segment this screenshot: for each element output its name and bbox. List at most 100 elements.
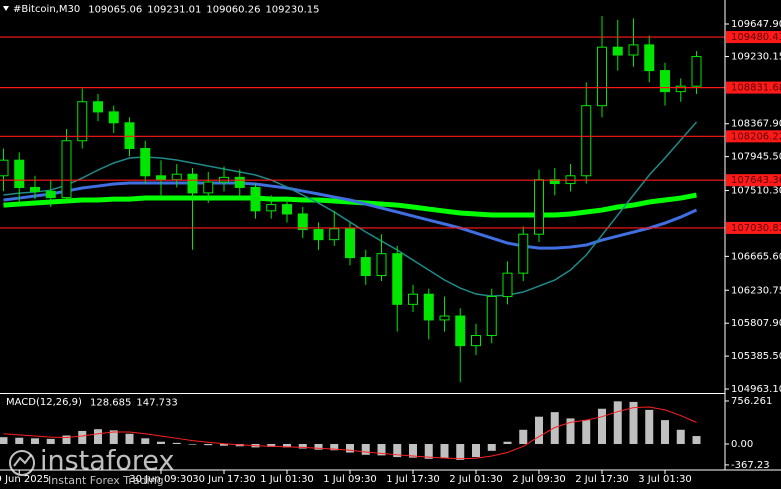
- macd-bar: [78, 430, 87, 445]
- candle-body: [171, 173, 182, 181]
- macd-bar: [109, 430, 118, 445]
- candle-body: [392, 253, 403, 305]
- candle-body: [203, 181, 214, 194]
- macd-bar: [62, 435, 71, 445]
- x-tick-label: 1 Jul 17:30: [386, 474, 440, 485]
- level-label-box: [726, 221, 781, 234]
- x-tick-label: 1 Jul 01:30: [260, 474, 314, 485]
- candle-body: [140, 148, 151, 177]
- candle-body: [45, 190, 56, 199]
- candle-body: [518, 233, 529, 274]
- candle-body: [313, 229, 324, 241]
- level-label: 107030.82: [731, 223, 781, 234]
- level-label: 107643.36: [731, 175, 781, 186]
- candle-body: [187, 173, 198, 194]
- header-value: 109065.06: [88, 5, 142, 16]
- candle-body: [612, 46, 623, 56]
- macd-bar: [298, 444, 307, 449]
- x-tick-label: 2 Jul 09:30: [512, 474, 566, 485]
- macd-bar: [188, 444, 197, 445]
- moving-average: [3, 192, 697, 218]
- x-tick-label: 3 Jul 01:30: [638, 474, 692, 485]
- candle-body: [597, 46, 607, 107]
- y-tick-label: 106230.75: [731, 285, 781, 296]
- candle-body: [0, 159, 9, 177]
- candle-body: [628, 44, 639, 56]
- macd-bar: [424, 444, 433, 459]
- symbol-label: #Bitcoin,M30: [13, 4, 80, 15]
- candle-body: [77, 101, 88, 142]
- candle-body: [329, 228, 340, 241]
- x-tick-label: 29 Jun 2025: [0, 474, 49, 485]
- macd-bar: [598, 408, 606, 445]
- macd-bar: [629, 401, 638, 445]
- macd-bar: [141, 438, 150, 445]
- header-value: 147.733: [136, 398, 177, 409]
- y-tick-label: 109647.90: [731, 19, 781, 30]
- moving-average: [3, 121, 698, 297]
- watermark-brand: instaforex: [40, 446, 174, 477]
- candle-body: [345, 228, 355, 259]
- x-tick-label: 2 Jul 01:30: [449, 474, 503, 485]
- y-tick-label: 107945.50: [731, 152, 781, 163]
- plot-area: [0, 16, 725, 460]
- macd-bar: [393, 444, 402, 458]
- macd-bar: [487, 444, 496, 451]
- level-label-box: [726, 130, 781, 143]
- y-tick-label: 0.00: [731, 439, 753, 450]
- macd-bar: [346, 444, 354, 453]
- macd-bar: [0, 437, 8, 445]
- candle-body: [61, 140, 72, 199]
- macd-bar: [472, 444, 480, 458]
- macd-bar: [503, 441, 512, 445]
- macd-bar: [440, 444, 449, 459]
- x-tick-label: 1 Jul 09:30: [323, 474, 377, 485]
- x-tick-label: 30 Jun 17:30: [192, 474, 256, 485]
- macd-bar: [125, 433, 134, 445]
- candle-body: [376, 253, 387, 277]
- candle-body: [675, 85, 686, 93]
- candle-body: [691, 56, 702, 87]
- macd-bar: [409, 444, 417, 458]
- candle-body: [30, 186, 40, 192]
- macd-bar: [361, 444, 370, 455]
- macd-label: MACD(12,26,9): [6, 397, 82, 408]
- macd-bar: [692, 436, 701, 445]
- level-label: 109480.43: [731, 32, 781, 43]
- macd-bar: [204, 444, 213, 446]
- level-label: 108206.22: [731, 131, 781, 142]
- macd-bar: [283, 444, 291, 448]
- macd-bar: [661, 420, 669, 445]
- candle-body: [408, 293, 418, 305]
- macd-bar: [94, 429, 102, 445]
- candle-body: [14, 159, 25, 188]
- macd-bar: [314, 444, 323, 450]
- y-tick-label: 105385.50: [731, 351, 781, 362]
- header-arrow: [3, 6, 9, 11]
- macd-bar: [267, 444, 276, 447]
- y-tick-label: 104963.10: [731, 384, 781, 395]
- logo-mark: [13, 454, 32, 467]
- header-value: 109231.01: [147, 5, 201, 16]
- candle-body: [439, 315, 450, 321]
- macd-bar: [31, 438, 39, 445]
- candle-body: [644, 44, 655, 72]
- macd-bar: [676, 429, 685, 445]
- header-value: 128.685: [90, 398, 131, 409]
- candle-body: [108, 111, 119, 124]
- macd-bar: [566, 418, 575, 445]
- macd-bar: [582, 420, 591, 445]
- candle-body: [250, 186, 261, 212]
- y-tick-label: 106665.60: [731, 251, 781, 262]
- candle-body: [124, 122, 135, 150]
- candle-body: [455, 315, 466, 347]
- candle-body: [581, 105, 592, 177]
- level-label-box: [726, 81, 781, 94]
- candle-body: [502, 272, 513, 298]
- y-tick-label: -367.23: [731, 460, 770, 471]
- candle-body: [534, 179, 544, 235]
- macd-bar: [377, 444, 386, 456]
- macd-bar: [645, 409, 654, 445]
- y-tick-label: 756.261: [731, 396, 772, 407]
- macd-bar: [172, 442, 181, 445]
